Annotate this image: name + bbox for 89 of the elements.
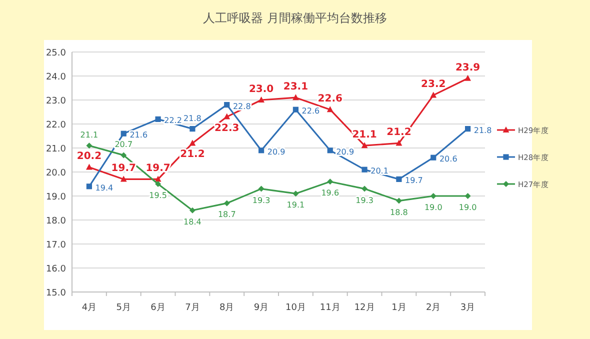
- data-label: 19.0: [424, 203, 442, 212]
- point: [326, 106, 334, 112]
- x-tick-label: 7月: [185, 303, 200, 313]
- y-tick-label: 15.0: [46, 288, 66, 298]
- x-tick-label: 8月: [220, 303, 234, 313]
- y-tick-label: 22.0: [46, 120, 66, 130]
- data-label: 19.3: [356, 196, 374, 205]
- point: [155, 181, 162, 187]
- y-tick-label: 17.0: [46, 240, 66, 250]
- data-label: 18.8: [390, 208, 408, 217]
- data-label: 19.0: [458, 203, 477, 212]
- data-label: 19.3: [252, 196, 270, 205]
- point: [224, 102, 230, 108]
- y-tick-label: 24.0: [46, 72, 66, 82]
- y-tick-label: 23.0: [46, 96, 66, 106]
- data-label: 20.9: [336, 147, 354, 156]
- point: [258, 96, 264, 102]
- data-label: 18.4: [184, 217, 202, 226]
- x-tick-label: 2月: [426, 303, 441, 313]
- y-tick-label: 19.0: [46, 192, 66, 202]
- data-label: 19.6: [321, 188, 340, 198]
- x-tick-label: 12月: [354, 303, 375, 313]
- point: [396, 140, 402, 146]
- point: [86, 142, 92, 149]
- data-label: 23.2: [421, 79, 446, 90]
- data-label: 20.9: [267, 147, 286, 156]
- x-tick-label: 9月: [254, 303, 269, 313]
- point: [120, 152, 127, 158]
- data-label: 21.6: [130, 130, 148, 140]
- point: [464, 193, 471, 199]
- y-tick-label: 25.0: [46, 48, 66, 58]
- data-label: 20.6: [439, 154, 458, 164]
- point: [224, 200, 230, 206]
- point: [361, 142, 368, 148]
- data-label: 19.4: [95, 183, 114, 192]
- point: [430, 193, 436, 199]
- point: [430, 154, 436, 160]
- point: [327, 178, 334, 185]
- point: [362, 166, 368, 172]
- chart-title: 人工呼吸器 月間稼働平均台数推移: [203, 11, 387, 25]
- point: [464, 126, 471, 132]
- x-tick-label: 3月: [460, 303, 476, 313]
- point: [86, 184, 92, 190]
- data-label: 18.7: [218, 210, 236, 220]
- x-tick-label: 6月: [150, 303, 166, 313]
- y-tick-label: 21.0: [46, 144, 66, 154]
- data-label: 22.6: [302, 106, 320, 116]
- x-tick-label: 4月: [82, 303, 97, 313]
- data-label: 21.8: [184, 114, 202, 123]
- point: [86, 164, 92, 170]
- point: [258, 186, 264, 192]
- x-tick-label: 11月: [320, 303, 340, 313]
- data-label: 19.7: [111, 163, 136, 174]
- data-label: 23.1: [283, 82, 308, 93]
- y-tick-label: 18.0: [46, 216, 66, 226]
- data-label: 21.2: [180, 149, 205, 160]
- point: [292, 106, 299, 112]
- data-label: 19.5: [149, 191, 167, 200]
- point: [120, 130, 126, 136]
- point: [292, 94, 299, 100]
- data-label: 19.1: [286, 200, 305, 210]
- point: [327, 148, 333, 154]
- data-label: 19.7: [405, 176, 423, 186]
- point: [430, 92, 437, 98]
- point: [224, 113, 230, 120]
- point: [464, 74, 471, 81]
- point: [155, 116, 161, 122]
- data-label: 23.9: [455, 62, 480, 74]
- x-tick-label: 5月: [116, 303, 131, 313]
- point: [120, 176, 127, 182]
- data-label: 21.1: [80, 130, 98, 140]
- point: [189, 140, 196, 146]
- y-tick-label: 20.0: [46, 168, 66, 178]
- point: [154, 176, 162, 182]
- y-tick-label: 16.0: [46, 264, 66, 274]
- point: [258, 148, 264, 154]
- point: [362, 186, 368, 192]
- point: [292, 190, 299, 197]
- point: [190, 126, 196, 132]
- x-tick-label: 1月: [392, 303, 406, 313]
- point: [189, 207, 196, 214]
- point: [396, 198, 402, 204]
- data-label: 22.3: [214, 122, 240, 134]
- data-label: 20.2: [76, 151, 102, 162]
- data-label: 23.0: [248, 84, 274, 95]
- data-label: 21.8: [474, 126, 492, 135]
- point: [396, 176, 402, 182]
- data-label: 22.6: [318, 94, 342, 105]
- x-tick-label: 10月: [285, 303, 306, 313]
